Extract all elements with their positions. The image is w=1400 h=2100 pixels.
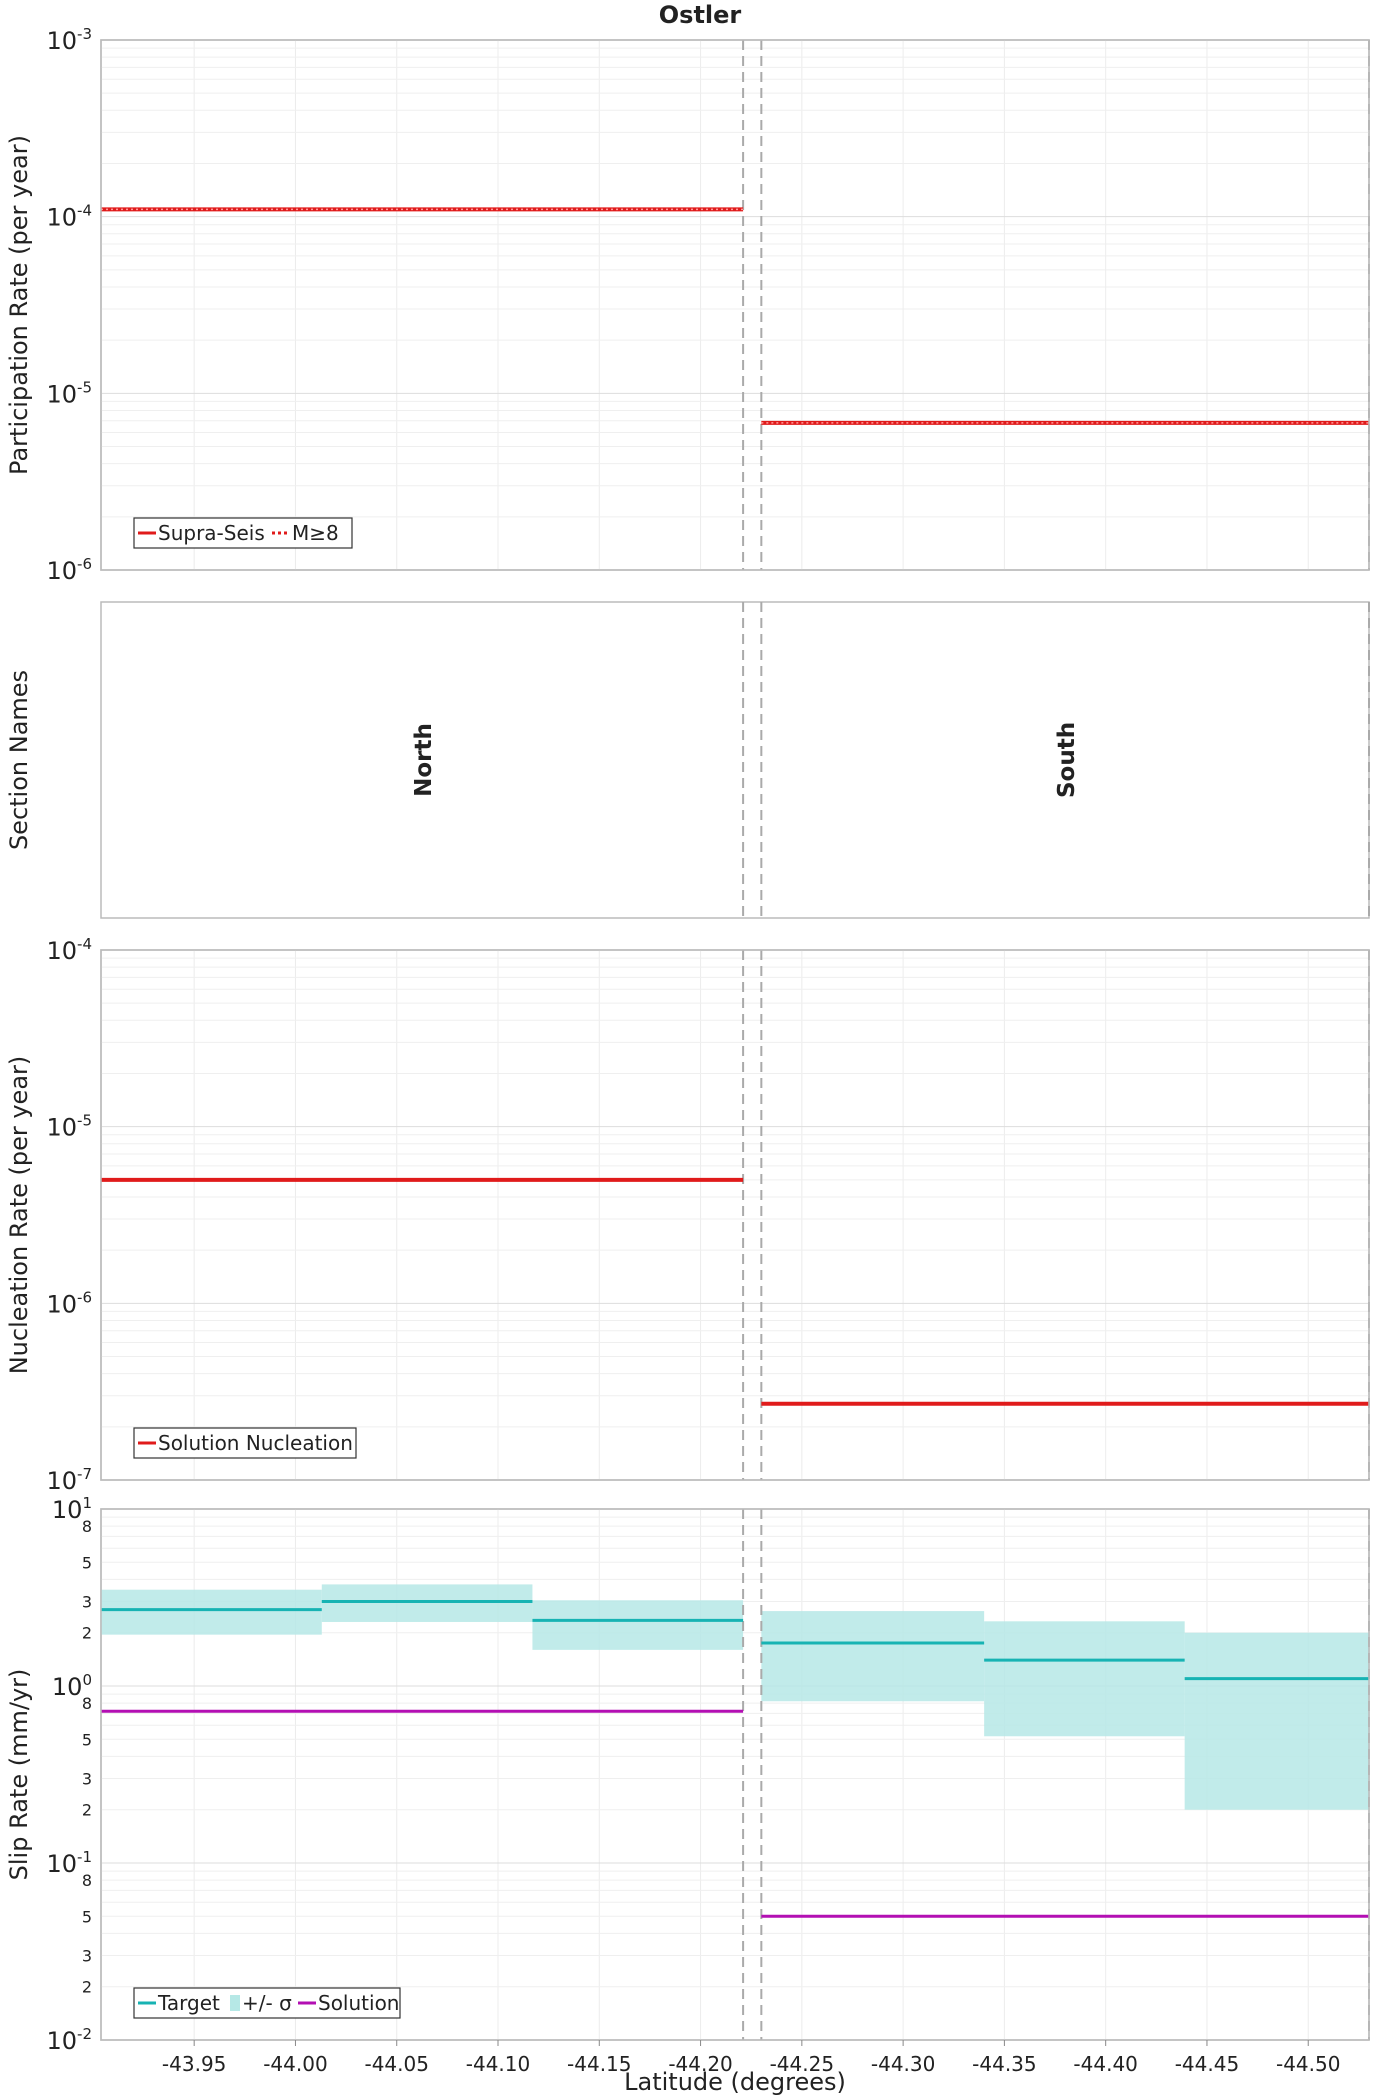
slip-frame: [100, 1508, 1370, 2041]
legend-frame: [133, 1987, 401, 2019]
x-tick-label: -44.15: [567, 2052, 631, 2076]
sections-frame: [100, 601, 1370, 919]
sigma-band: [984, 1621, 1185, 1737]
y-minor-tick-label: 3: [82, 1593, 92, 1612]
y-tick-label-base: 10: [46, 380, 77, 408]
y-tick-label: 10-1: [46, 1848, 92, 1878]
y-minor-tick-label: 8: [82, 1871, 92, 1890]
x-axis-label: Latitude (degrees): [624, 2068, 846, 2096]
y-tick-label: 10-6: [46, 555, 92, 585]
legend-label: Solution Nucleation: [158, 1431, 353, 1455]
y-tick-label-exp: -5: [77, 1112, 92, 1130]
legend-frame: [133, 517, 353, 549]
x-tick-label: -44.20: [668, 2052, 732, 2076]
y-minor-tick-label: 2: [82, 1978, 92, 1997]
y-tick-label: 101: [52, 1494, 92, 1524]
legend-label: Solution: [318, 1991, 399, 2015]
y-minor-tick-label: 8: [82, 1517, 92, 1536]
legend: Target +/- σ Solution: [133, 1987, 401, 2019]
y-minor-tick-label: 2: [82, 1624, 92, 1643]
y-tick-label-base: 10: [52, 1673, 83, 1701]
legend: Solution Nucleation: [133, 1427, 357, 1459]
x-tick-label: -44.35: [972, 2052, 1036, 2076]
sigma-band: [321, 1584, 533, 1622]
y-tick-label: 10-3: [46, 25, 92, 55]
y-tick-label-exp: -4: [77, 202, 92, 220]
y-tick-label-base: 10: [46, 1467, 77, 1495]
slip-frame-top: [100, 1508, 1370, 2041]
legend-label: +/- σ: [242, 1991, 292, 2015]
legend-frame: [133, 1427, 357, 1459]
y-tick-label: 10-5: [46, 378, 92, 408]
y-tick-label: 10-6: [46, 1288, 92, 1318]
y-tick-label-exp: -3: [77, 25, 92, 43]
x-tick-label: -44.00: [263, 2052, 327, 2076]
y-tick-label-exp: -4: [77, 935, 92, 953]
section-name-label: North: [411, 723, 437, 797]
x-tick-label: -44.40: [1073, 2052, 1137, 2076]
y-tick-label-exp: -1: [77, 1848, 92, 1866]
x-tick-label: -44.25: [770, 2052, 834, 2076]
y-minor-tick-label: 5: [82, 1907, 92, 1926]
y-tick-label-base: 10: [46, 557, 77, 585]
y-tick-label-base: 10: [52, 1496, 83, 1524]
y-axis-label: Slip Rate (mm/yr): [5, 1669, 33, 1881]
chart-title: Ostler: [659, 1, 742, 29]
legend-label: Supra-Seis: [158, 521, 265, 545]
y-tick-label-base: 10: [46, 1290, 77, 1318]
sigma-band: [532, 1600, 744, 1650]
y-tick-label-exp: -2: [77, 2025, 92, 2043]
legend: Supra-Seis M≥8: [133, 517, 353, 549]
y-tick-label-base: 10: [46, 27, 77, 55]
sections-panel: Section Names North South: [5, 601, 1370, 919]
participation-frame: [100, 39, 1370, 571]
y-tick-label-exp: 0: [82, 1671, 92, 1689]
section-name-label: South: [1054, 722, 1080, 798]
legend-label: Target: [157, 1991, 220, 2015]
y-tick-label-base: 10: [46, 2027, 77, 2055]
y-tick-label-base: 10: [46, 1850, 77, 1878]
x-tick-label: -43.95: [162, 2052, 226, 2076]
y-minor-tick-label: 3: [82, 1770, 92, 1789]
y-minor-tick-label: 3: [82, 1947, 92, 1966]
sigma-band: [101, 1589, 322, 1635]
x-tick-label: -44.30: [871, 2052, 935, 2076]
sigma-band: [761, 1611, 985, 1702]
nucleation-frame-top: [100, 949, 1370, 1481]
y-tick-label-base: 10: [46, 1114, 77, 1142]
y-minor-tick-label: 8: [82, 1694, 92, 1713]
y-tick-label-base: 10: [46, 937, 77, 965]
legend-swatch: [230, 1995, 240, 2011]
x-tick-label: -44.05: [364, 2052, 428, 2076]
x-tick-label: -44.45: [1175, 2052, 1239, 2076]
y-axis-label: Section Names: [5, 670, 33, 850]
y-minor-tick-label: 5: [82, 1730, 92, 1749]
y-minor-tick-label: 2: [82, 1801, 92, 1820]
y-minor-tick-label: 5: [82, 1553, 92, 1572]
y-tick-label: 10-4: [46, 202, 92, 232]
y-tick-label-exp: -6: [77, 555, 92, 573]
y-tick-label-exp: -5: [77, 378, 92, 396]
y-tick-label: 10-2: [46, 2025, 92, 2055]
legend-label: M≥8: [292, 521, 339, 545]
x-tick-label: -44.50: [1276, 2052, 1340, 2076]
y-axis-label: Participation Rate (per year): [5, 135, 33, 475]
y-tick-label-exp: -7: [77, 1465, 92, 1483]
y-tick-label: 10-7: [46, 1465, 92, 1495]
y-tick-label: 10-4: [46, 935, 92, 965]
nucleation-frame: [100, 949, 1370, 1481]
x-tick-label: -44.10: [466, 2052, 530, 2076]
y-axis-label: Nucleation Rate (per year): [5, 1056, 33, 1375]
y-tick-label-base: 10: [46, 204, 77, 232]
y-tick-label-exp: 1: [82, 1494, 92, 1512]
y-tick-label: 100: [52, 1671, 92, 1701]
sigma-band: [1184, 1632, 1369, 1810]
participation-frame-top: [100, 39, 1370, 571]
y-tick-label-exp: -6: [77, 1288, 92, 1306]
y-tick-label: 10-5: [46, 1112, 92, 1142]
